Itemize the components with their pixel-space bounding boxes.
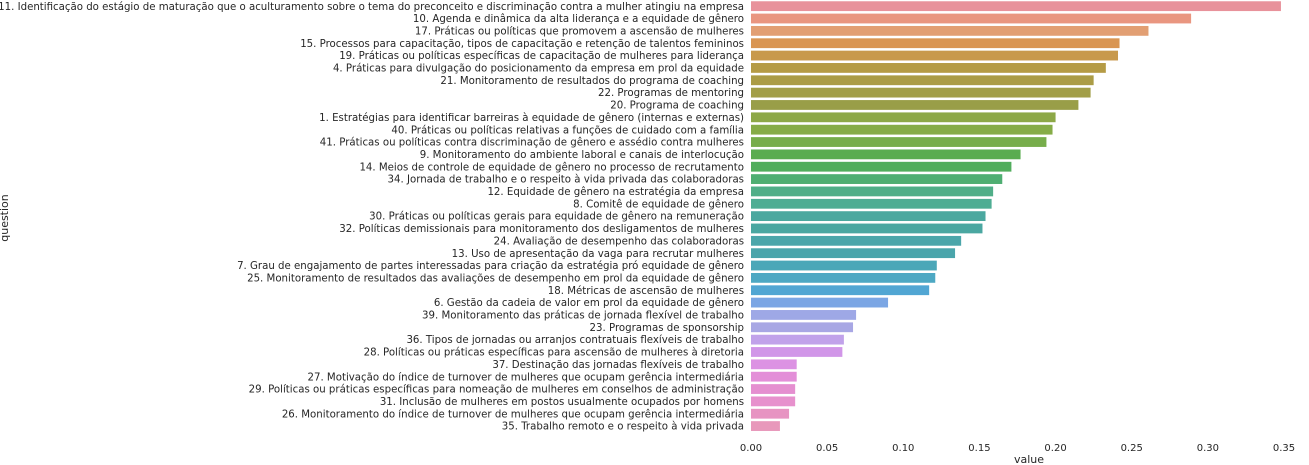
category-label: 4. Práticas para divulgação do posiciona…: [333, 63, 744, 75]
bar: [751, 38, 1120, 49]
x-tick-label: 0.25: [1121, 443, 1143, 454]
category-label: 20. Programa de coaching: [610, 101, 744, 112]
bar: [751, 75, 1094, 86]
bar: [751, 137, 1047, 147]
category-label: 28. Políticas ou práticas específicas pa…: [364, 347, 744, 359]
category-label: 23. Programas de sponsorship: [590, 323, 744, 334]
bar: [751, 112, 1056, 123]
bar: [751, 50, 1119, 61]
x-tick-label: 0.20: [1044, 443, 1066, 454]
category-label: 18. Métricas de ascensão de mulheres: [548, 285, 744, 297]
category-labels: 11. Identificação do estágio de maturaçã…: [0, 1, 744, 433]
category-label: 19. Práticas ou políticas específicas de…: [339, 50, 744, 62]
bar: [751, 260, 937, 271]
bar: [751, 421, 780, 431]
bar: [751, 371, 797, 382]
bar: [751, 87, 1091, 98]
category-label: 34. Jornada de trabalho e o respeito à v…: [388, 174, 744, 186]
bar: [751, 334, 844, 345]
bar: [751, 124, 1053, 135]
bar: [751, 1, 1281, 12]
x-tick-label: 0.00: [740, 443, 762, 454]
category-label: 25. Monitoramento de resultados das aval…: [247, 272, 744, 284]
category-label: 24. Avaliação de desempenho das colabora…: [494, 236, 744, 247]
bar: [751, 285, 930, 296]
x-tick-label: 0.30: [1197, 443, 1219, 454]
category-label: 22. Programas de mentoring: [598, 88, 744, 99]
category-label: 36. Tipos de jornadas ou arranjos contra…: [406, 334, 744, 346]
category-label: 10. Agenda e dinâmica da alta liderança …: [413, 13, 744, 25]
category-label: 41. Práticas ou políticas contra discrim…: [320, 137, 744, 149]
bar: [751, 100, 1079, 110]
x-axis-title: value: [1014, 453, 1044, 465]
category-label: 9. Monitoramento do ambiente laboral e c…: [420, 150, 744, 161]
bar: [751, 223, 983, 234]
bar: [751, 272, 936, 283]
bar: [751, 63, 1106, 73]
bar: [751, 310, 857, 320]
bar: [751, 297, 889, 308]
category-label: 17. Práticas ou políticas que promovem a…: [415, 25, 744, 37]
x-tick-label: 0.10: [892, 443, 914, 454]
bar: [751, 347, 843, 357]
category-label: 29. Políticas ou práticas específicas pa…: [249, 384, 744, 396]
category-label: 40. Práticas ou políticas relativas a fu…: [391, 124, 744, 136]
category-label: 35. Trabalho remoto e o respeito à vida …: [502, 421, 744, 433]
category-label: 31. Inclusão de mulheres em postos usual…: [380, 397, 744, 408]
bar: [751, 322, 854, 333]
bar: [751, 248, 956, 259]
category-label: 13. Uso de apresentação da vaga para rec…: [452, 249, 744, 260]
x-tick-label: 0.05: [816, 443, 838, 454]
category-label: 8. Comitê de equidade de gênero: [573, 198, 744, 210]
category-label: 14. Meios de controle de equidade de gên…: [359, 161, 744, 173]
bar: [751, 198, 992, 209]
category-label: 1. Estratégias para identificar barreira…: [319, 112, 744, 124]
category-label: 6. Gestão da cadeia de valor em prol da …: [434, 297, 744, 309]
category-label: 32. Políticas demissionais para monitora…: [339, 223, 744, 235]
bar: [751, 13, 1192, 24]
category-label: 39. Monitoramento das práticas de jornad…: [422, 310, 744, 322]
bar: [751, 396, 796, 407]
bar: [751, 161, 1012, 172]
x-tick-label: 0.15: [968, 443, 990, 454]
bar: [751, 149, 1021, 160]
category-label: 26. Monitoramento do índice de turnover …: [282, 408, 744, 420]
category-label: 15. Processos para capacitação, tipos de…: [300, 39, 744, 50]
bar: [751, 408, 790, 419]
x-tick-label: 0.35: [1273, 443, 1295, 454]
bar: [751, 359, 797, 370]
category-label: 30. Práticas ou políticas gerais para eq…: [369, 211, 744, 223]
category-label: 27. Motivação do índice de turnover de m…: [307, 371, 744, 383]
x-axis-ticks: 0.00 0.05 0.10 0.15 0.20 0.25 0.30 0.35: [740, 443, 1295, 454]
bar: [751, 235, 962, 246]
bars-group: [751, 1, 1281, 431]
bar: [751, 25, 1149, 36]
category-label: 37. Destinação das jornadas flexíveis de…: [492, 359, 744, 371]
category-label: 21. Monitoramento de resultados do progr…: [440, 76, 744, 87]
category-label: 12. Equidade de gênero na estratégia da …: [487, 186, 744, 198]
bar: [751, 186, 994, 197]
bar: [751, 174, 1003, 184]
bar: [751, 211, 986, 222]
category-label: 7. Grau de engajamento de partes interes…: [237, 260, 744, 272]
category-label: 11. Identificação do estágio de maturaçã…: [0, 1, 744, 13]
y-axis-title: question: [0, 194, 11, 242]
bar: [751, 384, 796, 394]
